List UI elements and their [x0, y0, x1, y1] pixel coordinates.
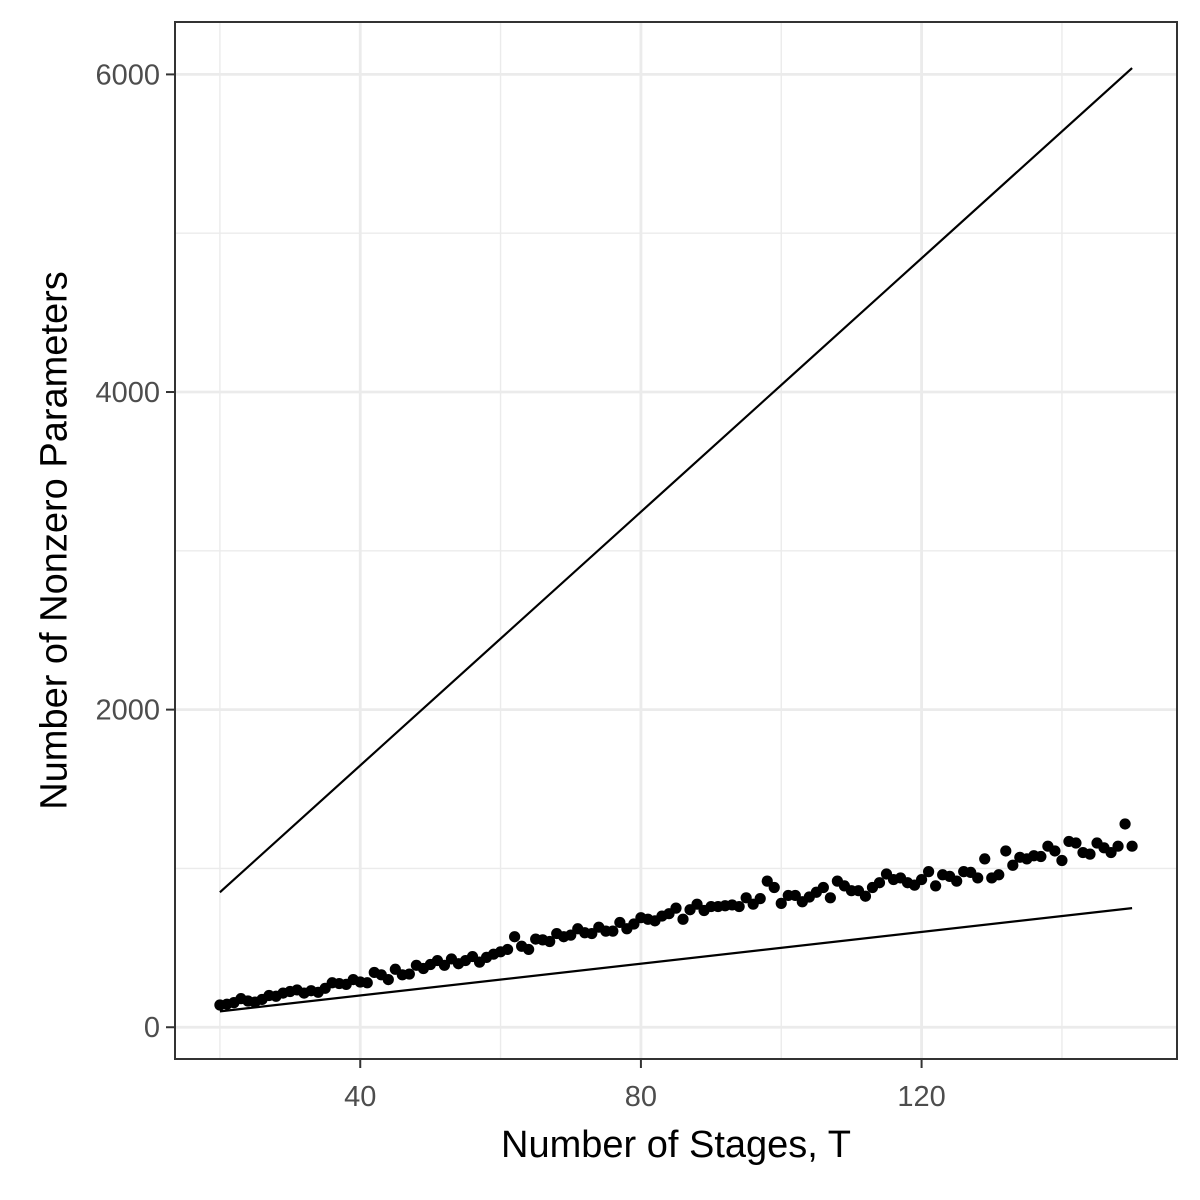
data-point: [993, 869, 1005, 881]
y-tick-label: 2000: [95, 695, 160, 727]
x-tick-label: 120: [897, 1081, 945, 1113]
y-tick-label: 4000: [95, 377, 160, 409]
data-point: [1070, 837, 1082, 849]
y-tick-label: 6000: [95, 59, 160, 91]
data-point: [930, 880, 942, 892]
y-axis-title: Number of Nonzero Parameters: [33, 271, 75, 810]
data-point: [1007, 859, 1019, 871]
data-point: [1084, 848, 1096, 860]
data-point: [1119, 818, 1131, 830]
data-point: [361, 977, 373, 989]
data-point: [1035, 850, 1047, 863]
data-point: [670, 902, 682, 914]
reference-lines: [219, 67, 1133, 1013]
data-point: [1112, 840, 1124, 852]
data-point: [768, 881, 780, 894]
data-point: [382, 973, 394, 986]
data-point: [775, 897, 787, 909]
reference-line-1: [219, 67, 1133, 894]
data-point: [873, 877, 886, 889]
data-point: [509, 931, 521, 943]
data-point: [817, 881, 829, 894]
data-point: [1049, 845, 1061, 857]
data-point: [403, 968, 415, 980]
data-point: [733, 900, 745, 913]
x-axis-ticks: 40 80 120: [344, 1059, 946, 1113]
data-point: [915, 873, 928, 886]
data-point: [754, 893, 766, 905]
data-point: [923, 866, 935, 878]
data-point: [1056, 854, 1068, 867]
data-point: [972, 872, 984, 884]
x-tick-label: 80: [625, 1081, 657, 1113]
grid-minor: [175, 22, 1177, 1059]
data-point: [523, 943, 535, 956]
data-point: [859, 890, 872, 902]
data-point: [824, 892, 836, 904]
x-axis-title: Number of Stages, T: [501, 1124, 851, 1166]
data-point: [501, 943, 514, 956]
data-point: [1000, 845, 1012, 857]
y-axis-ticks: 0 2000 4000 6000: [95, 59, 175, 1044]
data-points: [214, 818, 1138, 1011]
data-point: [677, 913, 689, 925]
reference-line-2: [219, 907, 1133, 1013]
data-point: [951, 875, 963, 887]
grid-major: [175, 22, 1177, 1059]
x-tick-label: 40: [344, 1081, 376, 1113]
data-point: [979, 853, 991, 865]
panel-border: [174, 21, 1178, 1060]
y-tick-label: 0: [144, 1012, 160, 1044]
data-point: [607, 925, 619, 937]
data-point: [1126, 840, 1138, 852]
data-point: [544, 935, 556, 948]
